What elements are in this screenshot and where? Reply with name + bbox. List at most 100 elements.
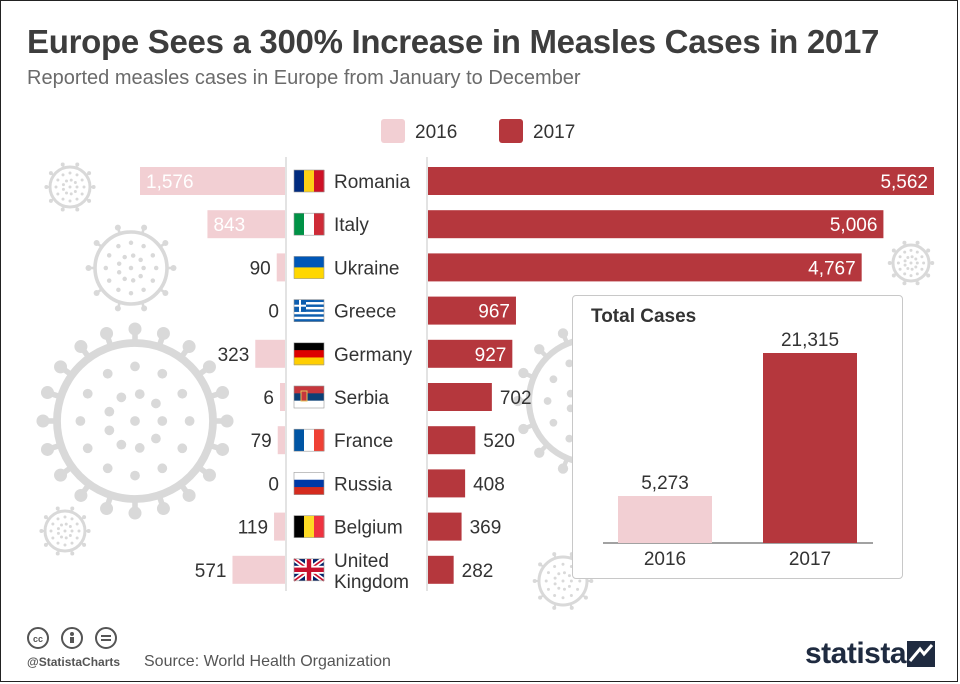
value-label-2017: 967: [478, 302, 510, 323]
value-label-2017: 4,767: [808, 258, 856, 279]
chart-title: Europe Sees a 300% Increase in Measles C…: [27, 23, 880, 60]
category-label-line: Kingdom: [334, 572, 409, 593]
bar-2017: [428, 253, 862, 282]
category-label-line: Serbia: [334, 388, 389, 409]
bar-2016: [232, 555, 285, 584]
flag-ukraine-icon: [293, 256, 325, 279]
bar-2017: [428, 167, 934, 195]
category-label: Germany: [334, 345, 413, 366]
bar-2016: [207, 210, 285, 239]
bar-2016: [140, 167, 285, 195]
flag-germany-icon: [293, 342, 325, 366]
category-label: Romania: [334, 172, 410, 193]
total-cases-panel: Total Cases 5,273 2016 21,315 2017: [572, 295, 903, 579]
value-label-2016: 90: [250, 258, 271, 279]
flag-serbia-icon: [293, 385, 325, 409]
no-derivatives-icon: [95, 627, 117, 649]
statista-logo: statista: [805, 637, 907, 670]
value-label-2016: 119: [238, 518, 268, 539]
value-label-2016: 0: [268, 302, 279, 323]
category-label-line: Ukraine: [334, 258, 399, 279]
value-label-2017: 369: [470, 518, 502, 539]
category-label: Russia: [334, 474, 393, 495]
footer-source: Source: World Health Organization: [144, 653, 391, 670]
flag-italy-icon: [293, 212, 325, 236]
bar-2016: [277, 426, 285, 455]
category-label-line: Germany: [334, 345, 413, 366]
category-label: Serbia: [334, 388, 389, 409]
total-category-label: 2016: [644, 549, 686, 570]
virus-icon: [36, 322, 234, 520]
bar-2017: [428, 383, 492, 411]
total-cases-title: Total Cases: [591, 306, 697, 327]
virus-icon: [85, 224, 177, 312]
value-label-2016: 0: [268, 474, 279, 495]
chart-subtitle: Reported measles cases in Europe from Ja…: [27, 67, 581, 89]
value-label-2017: 5,006: [830, 215, 878, 236]
category-label: France: [334, 431, 393, 452]
category-label-line: Romania: [334, 172, 410, 193]
value-label-2016: 6: [263, 388, 274, 409]
attribution-icon: [61, 627, 83, 649]
bar-2017: [428, 296, 516, 325]
value-label-2017: 927: [475, 345, 507, 366]
bar-2017: [428, 426, 476, 455]
value-label-2016: 843: [213, 215, 245, 236]
value-label-2016: 1,576: [146, 172, 194, 193]
bar-2017: [428, 555, 454, 584]
total-cases-chart: 5,273 2016 21,315 2017: [603, 330, 873, 570]
virus-icon: [39, 506, 91, 556]
category-label-line: Belgium: [334, 518, 403, 539]
bar-2016: [276, 253, 285, 282]
category-label-line: Greece: [334, 302, 396, 323]
total-category-label: 2017: [789, 549, 831, 570]
flag-russia-icon: [293, 472, 325, 495]
value-label-2016: 323: [218, 345, 250, 366]
bar-2016: [280, 383, 285, 411]
value-label-2017: 282: [462, 561, 494, 582]
category-label: Ukraine: [334, 258, 399, 279]
category-label: Greece: [334, 302, 396, 323]
total-value-label: 5,273: [641, 473, 689, 494]
value-label-2017: 702: [500, 388, 532, 409]
bar-2017: [428, 469, 466, 498]
total-bar-2016: [618, 495, 712, 543]
value-label-2016: 571: [195, 561, 227, 582]
flag-greece-icon: [293, 299, 325, 322]
value-label-2017: 520: [483, 431, 515, 452]
flag-romania-icon: [293, 169, 325, 193]
legend-label: 2017: [533, 122, 575, 143]
value-label-2017: 408: [473, 474, 505, 495]
category-label-line: France: [334, 431, 393, 452]
category-label-line: Russia: [334, 474, 393, 495]
total-bar-2017: [763, 353, 857, 543]
footer-handle: @StatistaCharts: [27, 655, 121, 669]
statista-logo-mark-icon: [907, 641, 935, 667]
value-label-2017: 5,562: [880, 172, 928, 193]
legend: 2016 2017: [381, 119, 575, 143]
bar-2017: [428, 339, 513, 368]
virus-icon: [887, 240, 935, 286]
bar-2016: [255, 339, 285, 368]
category-label-line: Italy: [334, 215, 369, 236]
flag-france-icon: [293, 428, 325, 452]
bar-2017: [428, 210, 884, 239]
bar-2016: [274, 512, 285, 541]
total-value-label: 21,315: [781, 330, 839, 351]
legend-swatch: [381, 119, 405, 143]
svg-text:cc: cc: [33, 634, 43, 644]
category-label: Belgium: [334, 518, 403, 539]
category-label-line: United: [334, 551, 389, 572]
flag-uk-icon: [292, 556, 326, 583]
legend-swatch: [499, 119, 523, 143]
category-label: Italy: [334, 215, 369, 236]
virus-icon: [44, 162, 96, 212]
butterfly-chart: 1,576 5,562 Romania 843 5,006 Italy 90 4,767 Ukr…: [140, 157, 934, 593]
cc-icon: cc: [27, 627, 49, 649]
bar-2017: [428, 512, 462, 541]
legend-label: 2016: [415, 122, 457, 143]
category-label: United Kingdom: [334, 551, 409, 593]
value-label-2016: 79: [251, 431, 272, 452]
flag-belgium-icon: [293, 515, 325, 538]
